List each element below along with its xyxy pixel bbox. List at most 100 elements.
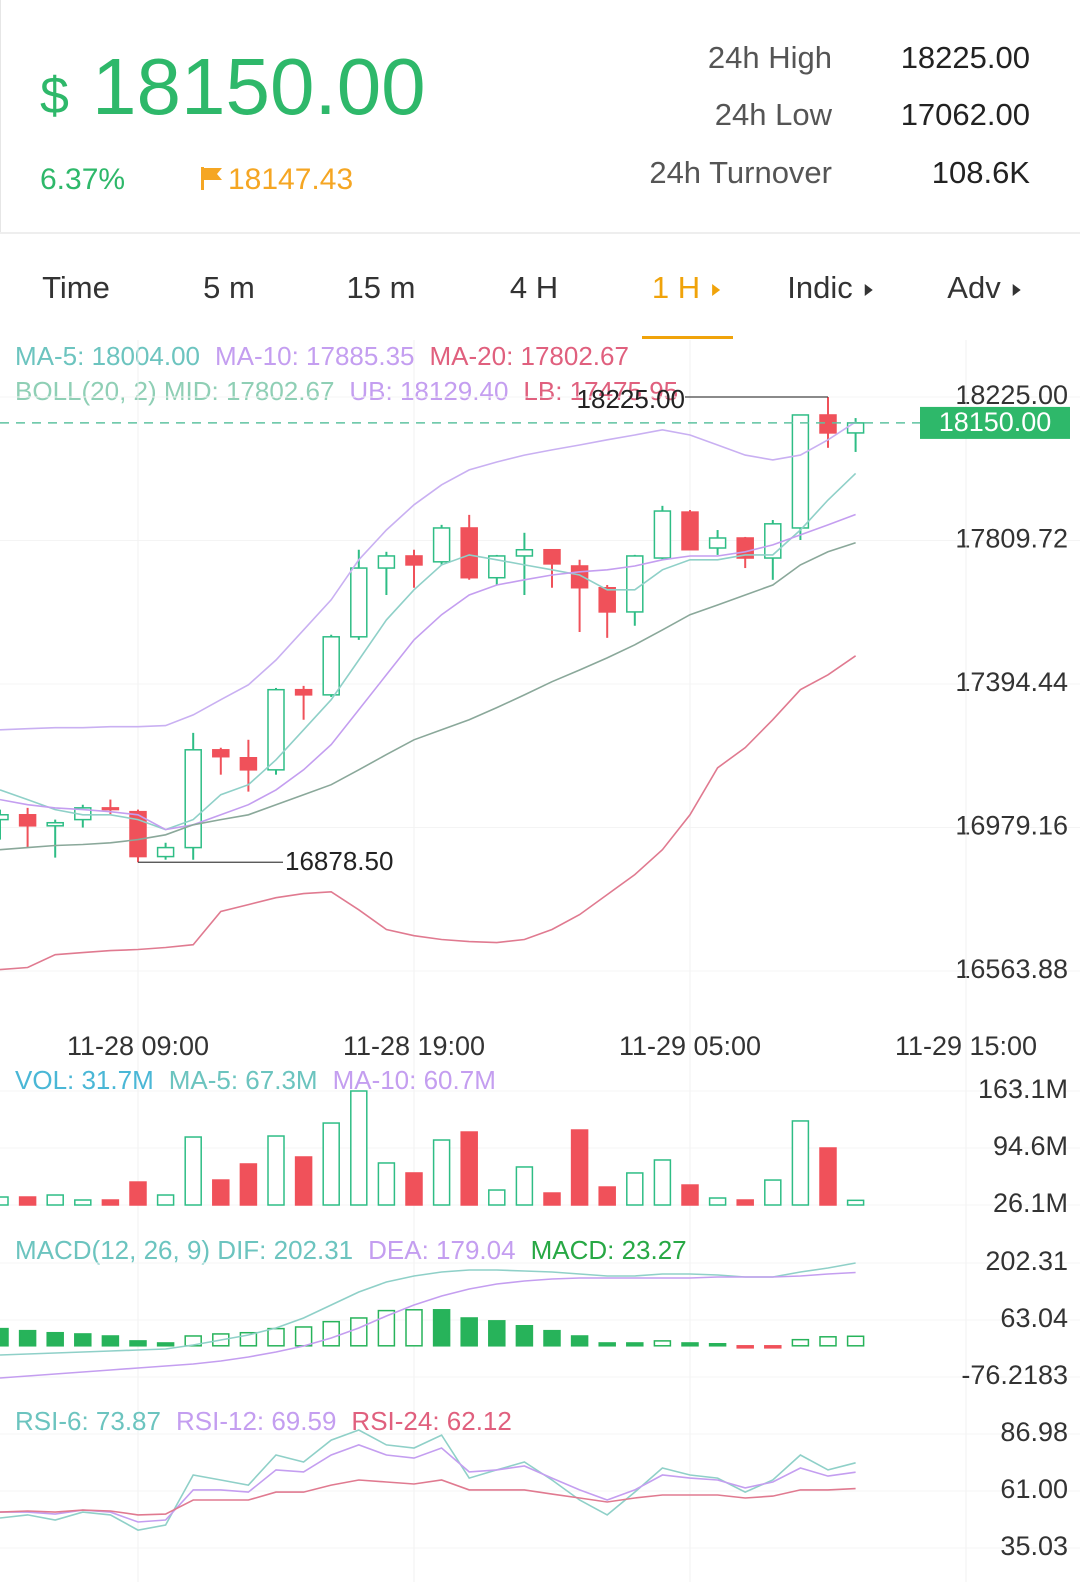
tab[interactable]: Indic <box>787 270 873 305</box>
macd-bar <box>764 1345 782 1349</box>
indicator-line <box>0 1479 856 1516</box>
macd-bar <box>708 1343 727 1347</box>
y-tick-label: 26.1M <box>993 1188 1068 1218</box>
legend-entry: LB: 17475.95 <box>523 376 678 406</box>
tab[interactable]: Time <box>42 270 110 305</box>
macd-bar <box>598 1342 616 1347</box>
macd-bar <box>18 1329 37 1347</box>
low-marker-label: 16878.50 <box>285 846 393 876</box>
candle-body <box>819 414 837 434</box>
legend-entry: RSI-6: 73.87 <box>15 1406 161 1436</box>
candle-body <box>791 414 810 529</box>
macd-bar <box>322 1320 340 1347</box>
volume-bar <box>626 1172 644 1206</box>
volume-bar <box>0 1196 9 1206</box>
volume-bar <box>764 1179 782 1206</box>
stat-label: 24h High <box>708 40 832 75</box>
tab[interactable]: 5 m <box>203 270 255 305</box>
tab[interactable]: Adv <box>947 270 1021 305</box>
y-tick-label: 35.03 <box>1000 1531 1068 1561</box>
stat-label: 24h Turnover <box>649 155 832 190</box>
macd-bar <box>488 1320 506 1347</box>
macd-bar <box>267 1327 285 1347</box>
candle-body <box>570 565 589 589</box>
volume-bar <box>184 1136 202 1206</box>
indicator-line <box>0 1262 856 1356</box>
volume-bar <box>543 1192 561 1206</box>
y-tick-label: 202.31 <box>985 1246 1068 1276</box>
legend-entry: DEA: 179.04 <box>368 1235 515 1265</box>
macd-bar <box>405 1309 423 1347</box>
x-tick-label: 11-29 15:00 <box>895 1031 1037 1061</box>
candle-body <box>0 814 9 821</box>
candle-body <box>129 810 147 858</box>
volume-bar <box>405 1172 423 1206</box>
tab-label: 4 H <box>510 270 558 305</box>
menu-arrow <box>864 284 873 296</box>
tab[interactable]: 15 m <box>347 270 416 305</box>
macd-bar <box>156 1342 175 1347</box>
candle-body <box>267 688 285 771</box>
volume-bar <box>432 1139 451 1206</box>
volume-bar <box>294 1156 313 1206</box>
macd-bar <box>543 1329 561 1347</box>
volume-bar <box>18 1196 37 1206</box>
volume-bar <box>819 1147 837 1206</box>
tab[interactable]: 4 H <box>510 270 558 305</box>
y-tick-label: 16979.16 <box>955 811 1068 841</box>
candle-body <box>46 821 64 827</box>
legend-entry: UB: 18129.40 <box>349 376 508 406</box>
y-tick-label: 86.98 <box>1000 1417 1068 1447</box>
macd-bar <box>846 1335 865 1347</box>
stat-value: 18225.00 <box>901 40 1030 75</box>
candle-body <box>432 527 451 563</box>
volume-bar <box>708 1197 727 1206</box>
macd-bar <box>681 1342 699 1347</box>
menu-arrow <box>1012 284 1021 296</box>
tab[interactable]: 1 H <box>642 270 733 339</box>
candle-body <box>846 422 865 434</box>
volume-bar <box>46 1194 64 1206</box>
menu-arrow <box>712 284 721 296</box>
last-price-label: 18150.00 <box>939 407 1052 437</box>
tab-label: Time <box>42 270 110 305</box>
charts: MA-5: 18004.00 MA-10: 17885.35 MA-20: 1780… <box>0 340 1080 1582</box>
y-tick-label: 17394.44 <box>955 667 1068 697</box>
macd-bar <box>460 1317 478 1347</box>
volume-bar <box>653 1159 672 1206</box>
volume-bar <box>488 1189 506 1206</box>
candle-body <box>212 749 230 758</box>
macd-bar <box>46 1331 64 1347</box>
candle-body <box>18 814 37 827</box>
y-tick-label: 18225.00 <box>955 380 1068 410</box>
stat-value: 17062.00 <box>901 97 1030 132</box>
macd-bar <box>626 1342 644 1347</box>
candle-body <box>488 555 506 579</box>
volume-bar <box>350 1090 368 1206</box>
candle-body <box>681 511 699 551</box>
tab-label: Adv <box>947 270 1001 305</box>
macd-bar <box>819 1336 837 1347</box>
volume-bar <box>570 1129 589 1206</box>
y-tick-label: 94.6M <box>993 1131 1068 1161</box>
volume-bar <box>212 1179 230 1206</box>
candle-body <box>405 555 423 566</box>
macd-bar <box>653 1340 672 1347</box>
macd-bar <box>0 1327 9 1347</box>
candle-body <box>377 555 396 569</box>
currency: $ <box>40 67 69 125</box>
macd-bar <box>129 1340 147 1347</box>
volume-bar <box>129 1181 147 1206</box>
y-tick-label: 17809.72 <box>955 524 1068 554</box>
macd-bar <box>515 1324 534 1347</box>
macd-bar <box>101 1335 120 1347</box>
candle-body <box>708 537 727 549</box>
volume-bar <box>515 1166 534 1206</box>
legend-entry: MACD: 23.27 <box>531 1235 687 1265</box>
indicator-line <box>0 1271 856 1379</box>
volume-bar <box>239 1163 258 1206</box>
last-price-tag <box>920 406 1070 439</box>
y-tick-label: 16563.88 <box>955 954 1068 984</box>
legend-entry: MA-10: 60.7M <box>333 1065 496 1095</box>
